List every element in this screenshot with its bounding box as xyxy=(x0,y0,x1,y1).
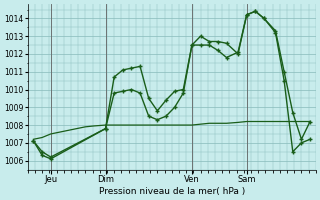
X-axis label: Pression niveau de la mer( hPa ): Pression niveau de la mer( hPa ) xyxy=(99,187,245,196)
